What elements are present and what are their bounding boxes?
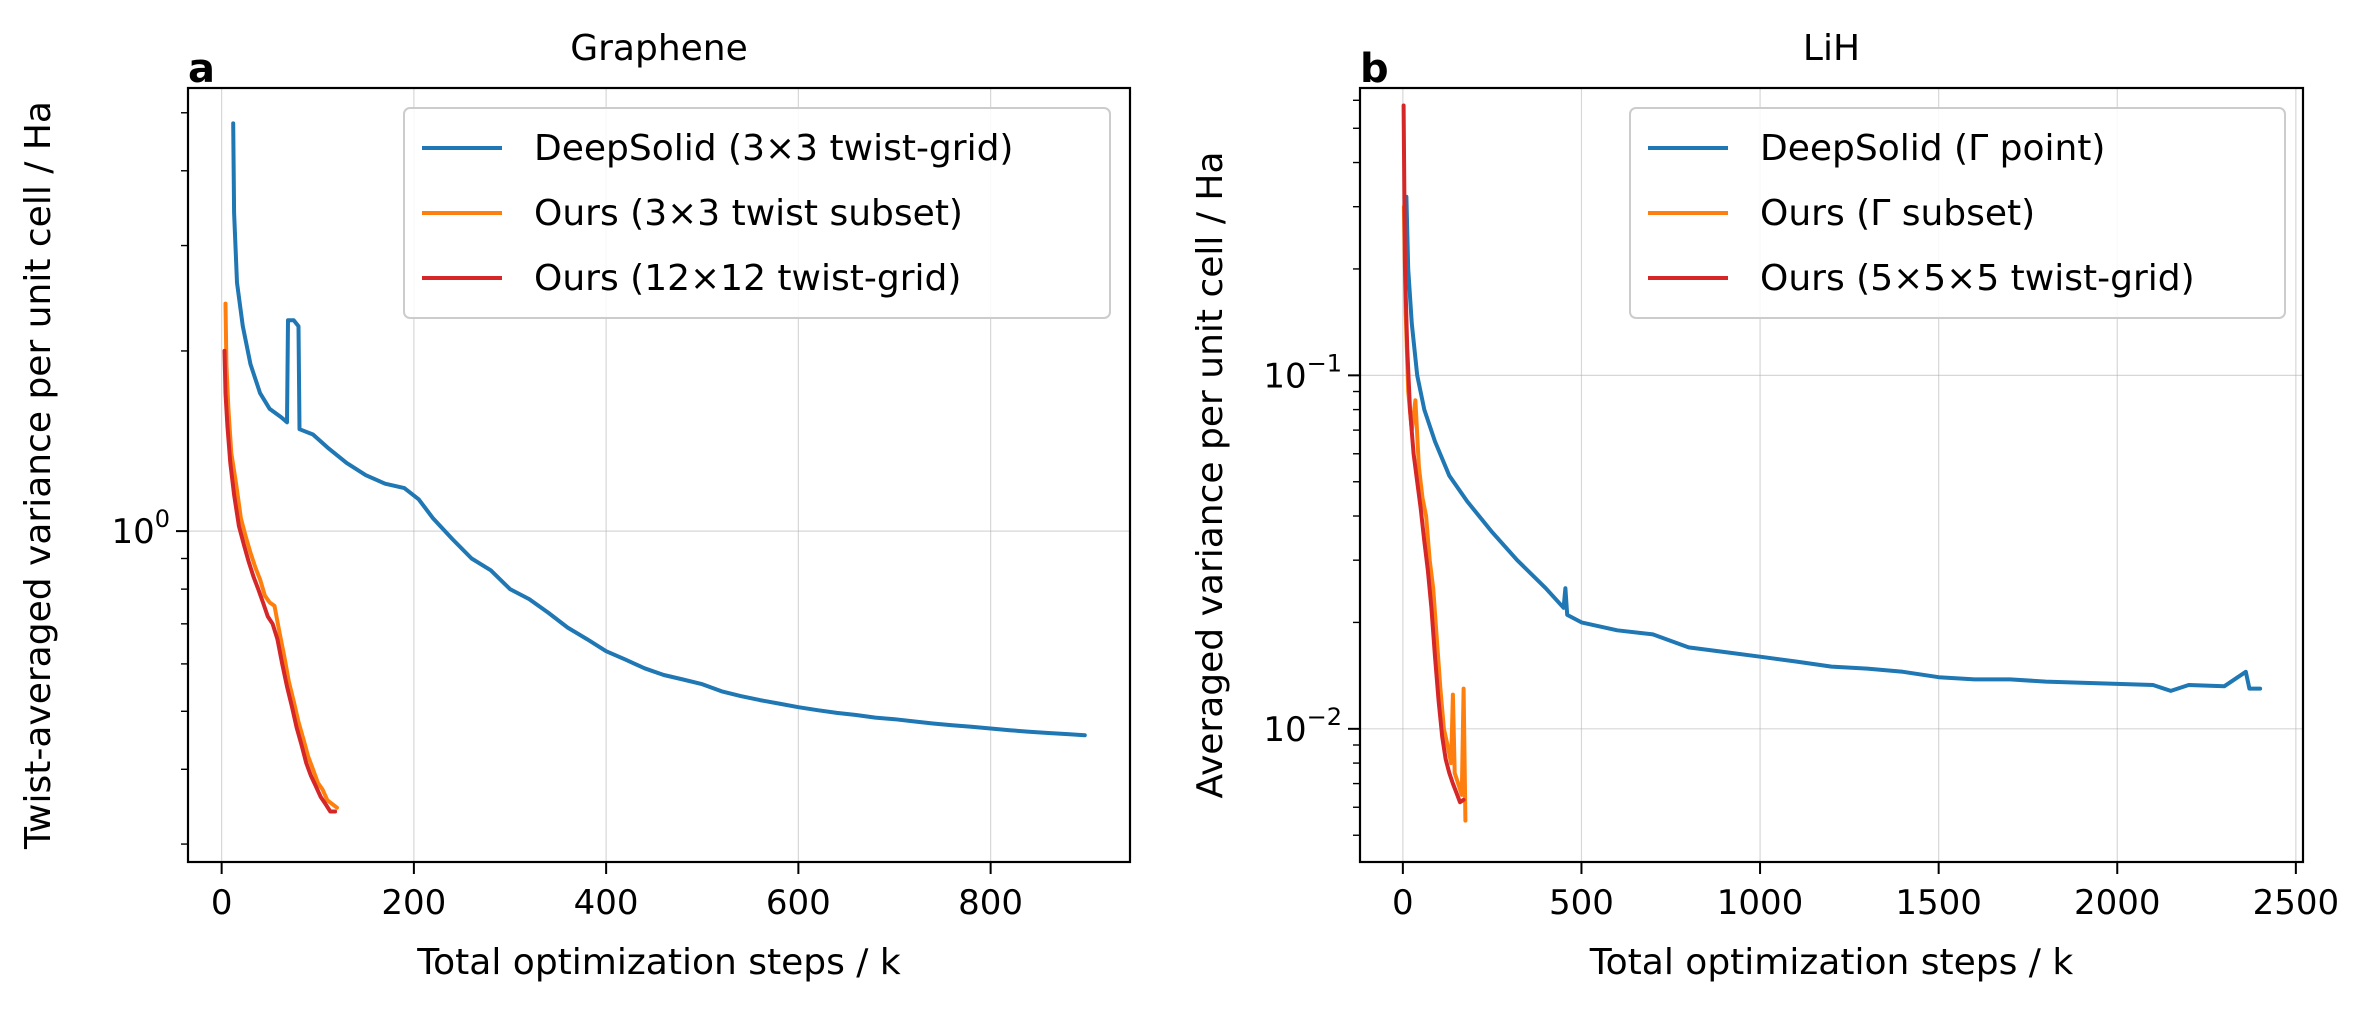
- chart-title: LiH: [1803, 28, 1860, 69]
- chart-title: Graphene: [570, 28, 748, 69]
- x-tick-label: 1500: [1895, 883, 1982, 923]
- y-tick-label: 100: [111, 505, 170, 552]
- x-tick-label: 500: [1549, 883, 1614, 923]
- legend-frame: [403, 107, 1111, 319]
- legend-label-1: Ours (3×3 twist subset): [534, 193, 963, 234]
- y-tick-exponent: −2: [1307, 703, 1342, 731]
- series-line-0: [231, 121, 1087, 738]
- x-tick-label: 2000: [2074, 883, 2161, 923]
- y-axis-label: Twist-averaged variance per unit cell / …: [18, 101, 59, 850]
- y-tick-label: 10−1: [1263, 349, 1342, 396]
- series-line-0: [1404, 194, 2263, 693]
- x-tick-label: 0: [211, 883, 233, 923]
- y-tick-label: 10−2: [1263, 703, 1342, 750]
- x-tick-label: 200: [381, 883, 446, 923]
- x-tick-label: 1000: [1717, 883, 1804, 923]
- x-tick-label: 800: [958, 883, 1023, 923]
- panel-letter: b: [1360, 46, 1389, 92]
- axes-frame: [186, 86, 1132, 864]
- legend-label-2: Ours (5×5×5 twist-grid): [1760, 258, 2195, 299]
- legend-label-1: Ours (Γ subset): [1760, 193, 2035, 234]
- legend: DeepSolid (Γ point) Ours (Γ subset) Ours (…: [1629, 107, 2286, 319]
- legend-label-2: Ours (12×12 twist-grid): [534, 258, 961, 299]
- legend-frame: [1629, 107, 2286, 319]
- y-tick-exponent: 0: [155, 505, 170, 533]
- panel-letter: a: [188, 46, 215, 92]
- series-line-1: [1401, 204, 1468, 823]
- x-tick-label: 2500: [2253, 883, 2340, 923]
- series-line-1: [223, 301, 339, 810]
- series-group: [222, 121, 1087, 814]
- y-axis-label: Averaged variance per unit cell / Ha: [1190, 151, 1231, 798]
- legend-label-0: DeepSolid (3×3 twist-grid): [534, 128, 1013, 169]
- series-line-2: [222, 348, 338, 814]
- x-axis-label: Total optimization steps / k: [416, 942, 901, 983]
- x-tick-label: 0: [1392, 883, 1414, 923]
- y-tick-base: 10: [1263, 710, 1306, 750]
- legend-label-0: DeepSolid (Γ point): [1760, 128, 2105, 169]
- y-tick-base: 10: [1263, 356, 1306, 396]
- x-tick-label: 600: [766, 883, 831, 923]
- series-group: [1401, 103, 2263, 823]
- y-tick-exponent: −1: [1307, 349, 1342, 377]
- axes-frame: [1358, 86, 2305, 864]
- y-tick-base: 10: [111, 512, 154, 552]
- legend: DeepSolid (3×3 twist-grid) Ours (3×3 twis…: [403, 107, 1111, 319]
- x-axis-label: Total optimization steps / k: [1589, 942, 2074, 983]
- x-tick-label: 400: [574, 883, 639, 923]
- series-line-2: [1401, 103, 1466, 805]
